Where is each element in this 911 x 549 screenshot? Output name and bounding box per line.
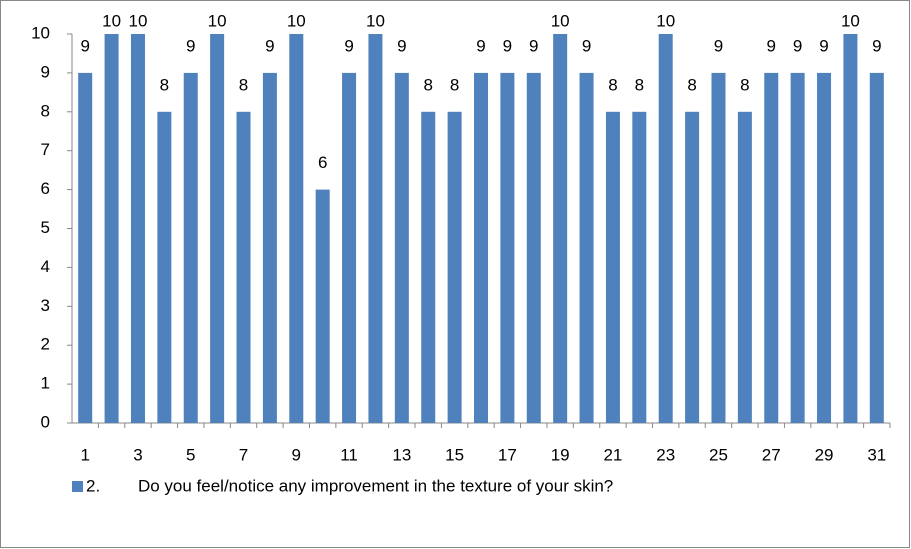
x-tick-label: 27 <box>762 445 781 464</box>
value-label: 8 <box>160 75 169 94</box>
value-label: 9 <box>767 36 776 55</box>
value-label: 8 <box>608 75 617 94</box>
bar <box>447 111 462 424</box>
bar <box>869 72 884 424</box>
x-tick-label: 1 <box>80 445 89 464</box>
bar <box>210 34 225 423</box>
x-tick-label: 17 <box>498 445 517 464</box>
value-label: 10 <box>129 11 148 30</box>
bar <box>843 34 858 423</box>
value-label: 9 <box>714 36 723 55</box>
bar <box>236 111 251 424</box>
bar <box>737 111 752 424</box>
x-tick-label: 19 <box>551 445 570 464</box>
bar <box>315 189 330 423</box>
bar <box>368 34 383 423</box>
x-tick-label: 15 <box>445 445 464 464</box>
value-label: 10 <box>208 11 227 30</box>
value-label: 10 <box>656 11 675 30</box>
x-tick-label: 9 <box>292 445 301 464</box>
bar <box>685 111 700 424</box>
legend-swatch <box>72 481 83 492</box>
y-tick-label: 0 <box>41 412 50 431</box>
bar <box>421 111 436 424</box>
value-label: 10 <box>551 11 570 30</box>
value-label: 10 <box>366 11 385 30</box>
value-label: 9 <box>793 36 802 55</box>
bar <box>817 72 832 424</box>
x-tick-label: 31 <box>867 445 886 464</box>
value-label: 8 <box>635 75 644 94</box>
x-tick-label: 23 <box>656 445 675 464</box>
y-tick-label: 2 <box>41 335 50 354</box>
value-label: 9 <box>397 36 406 55</box>
bar <box>658 34 673 423</box>
y-tick-label: 10 <box>31 23 50 42</box>
bar <box>78 72 93 424</box>
value-label: 9 <box>503 36 512 55</box>
bar <box>104 34 119 423</box>
bar <box>526 72 541 424</box>
y-tick-label: 7 <box>41 140 50 159</box>
x-tick-label: 7 <box>239 445 248 464</box>
bar <box>183 72 198 424</box>
value-label: 10 <box>841 11 860 30</box>
value-label: 9 <box>582 36 591 55</box>
bar <box>130 34 145 423</box>
bar <box>632 111 647 424</box>
bar <box>605 111 620 424</box>
y-tick-label: 1 <box>41 374 50 393</box>
value-label: 6 <box>318 153 327 172</box>
y-tick-label: 8 <box>41 101 50 120</box>
value-label: 9 <box>186 36 195 55</box>
value-label: 9 <box>344 36 353 55</box>
value-label: 9 <box>529 36 538 55</box>
value-label: 9 <box>476 36 485 55</box>
bar <box>262 72 277 424</box>
bar <box>289 34 304 423</box>
value-label: 10 <box>102 11 121 30</box>
value-label: 9 <box>80 36 89 55</box>
y-tick-label: 4 <box>41 257 50 276</box>
bar <box>474 72 488 424</box>
x-tick-label: 13 <box>392 445 411 464</box>
y-tick-label: 9 <box>41 62 50 81</box>
bar <box>790 72 805 424</box>
y-tick-label: 6 <box>41 179 50 198</box>
value-label: 8 <box>239 75 248 94</box>
value-label: 10 <box>287 11 306 30</box>
value-label: 9 <box>819 36 828 55</box>
x-tick-label: 25 <box>709 445 728 464</box>
x-tick-label: 11 <box>340 445 358 464</box>
value-label: 8 <box>740 75 749 94</box>
x-tick-label: 5 <box>186 445 195 464</box>
value-label: 9 <box>265 36 274 55</box>
bar <box>764 72 779 424</box>
bar <box>711 72 726 424</box>
y-tick-label: 3 <box>41 296 50 315</box>
bar <box>500 72 515 424</box>
y-tick-label: 5 <box>41 218 50 237</box>
x-tick-label: 3 <box>133 445 142 464</box>
bar <box>157 111 172 424</box>
bar <box>553 34 568 423</box>
x-tick-label: 21 <box>603 445 622 464</box>
value-label: 8 <box>687 75 696 94</box>
bar <box>394 72 409 424</box>
bar <box>342 72 357 424</box>
bar <box>579 72 594 424</box>
value-label: 9 <box>872 36 881 55</box>
value-label: 8 <box>423 75 432 94</box>
x-tick-label: 29 <box>815 445 834 464</box>
legend-label: 2. Do you feel/notice any improvement in… <box>86 476 613 495</box>
value-label: 8 <box>450 75 459 94</box>
